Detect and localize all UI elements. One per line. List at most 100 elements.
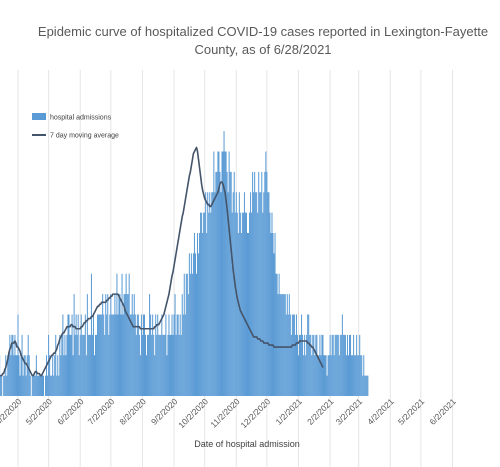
bar-day-268	[265, 151, 267, 396]
bar-day-234	[230, 171, 232, 397]
bar-day-272	[269, 212, 271, 397]
bar-day-290	[287, 314, 289, 396]
bar-day-158	[153, 334, 155, 397]
bar-day-14	[6, 375, 8, 397]
bar-day-141	[135, 334, 137, 397]
bar-day-210	[206, 233, 208, 396]
bar-day-106	[100, 314, 102, 396]
bar-day-266	[263, 192, 265, 396]
bar-day-142	[136, 314, 138, 396]
bar-day-144	[138, 334, 140, 397]
bar-day-249	[245, 212, 247, 397]
bar-day-174	[169, 334, 171, 397]
bar-day-99	[92, 314, 94, 396]
moving-average-line	[0, 146, 324, 377]
bar-day-364	[363, 355, 365, 396]
bar-day-114	[108, 334, 110, 397]
bar-day-140	[134, 314, 136, 396]
bar-day-217	[213, 151, 215, 396]
bar-day-227	[223, 131, 225, 397]
bar-day-367	[366, 375, 368, 397]
legend-label-bars: hospital admissions	[50, 115, 112, 122]
bar-day-79	[72, 355, 74, 396]
bar-day-222	[218, 151, 220, 396]
bar-day-366	[365, 375, 367, 397]
bar-day-154	[149, 294, 151, 397]
bar-day-280	[277, 294, 279, 397]
bar-day-70	[63, 355, 65, 396]
bar-day-282	[279, 294, 281, 397]
bar-day-284	[281, 294, 283, 397]
bar-day-346	[344, 334, 346, 397]
bar-day-240	[236, 212, 238, 397]
bar-day-331	[329, 334, 331, 397]
bar-day-46	[38, 375, 40, 397]
bar-day-77	[70, 334, 72, 397]
bar-day-151	[146, 355, 148, 396]
bar-day-102	[96, 334, 98, 397]
bar-day-189	[184, 314, 186, 396]
chart-title-line-1: Epidemic curve of hospitalized COVID-19 …	[38, 24, 488, 39]
bar-day-242	[238, 192, 240, 396]
bar-day-54	[47, 375, 49, 397]
bar-day-291	[288, 294, 290, 397]
bar-day-43	[35, 355, 37, 396]
bar-day-56	[49, 355, 51, 396]
bar-day-281	[278, 273, 280, 396]
bar-day-23	[15, 355, 17, 396]
bar-day-285	[282, 294, 284, 397]
bar-day-84	[77, 314, 79, 396]
x-tick-label-2: 6/2/2020	[55, 396, 86, 427]
bar-day-345	[343, 334, 345, 397]
bar-day-97	[90, 273, 92, 396]
bar-day-95	[88, 334, 90, 397]
bar-day-318	[316, 334, 318, 397]
bar-day-82	[75, 314, 77, 396]
bar-day-211	[207, 192, 209, 396]
bar-day-36	[28, 355, 30, 396]
bar-day-251	[248, 233, 250, 396]
bar-day-24	[16, 355, 18, 396]
bar-day-11	[3, 375, 5, 397]
bar-day-62	[55, 334, 57, 397]
bar-day-181	[176, 314, 178, 396]
bar-day-168	[163, 334, 165, 397]
bar-day-126	[120, 314, 122, 396]
bar-day-200	[195, 273, 198, 396]
bar-day-188	[183, 273, 185, 396]
bar-day-325	[323, 355, 325, 396]
bar-day-256	[253, 192, 255, 396]
bar-day-283	[280, 294, 282, 397]
bar-day-108	[102, 294, 104, 397]
bar-day-198	[193, 233, 195, 396]
bar-day-351	[350, 334, 352, 397]
bar-day-314	[312, 334, 314, 397]
bar-day-71	[64, 334, 66, 397]
bar-day-277	[274, 233, 276, 396]
bar-day-122	[116, 273, 118, 396]
bar-day-112	[106, 314, 108, 396]
bar-day-33	[25, 375, 27, 397]
bar-day-180	[175, 334, 177, 397]
bar-day-330	[328, 355, 330, 396]
bar-day-109	[103, 314, 105, 396]
bar-day-253	[250, 192, 252, 396]
bar-day-304	[302, 334, 304, 397]
bar-day-8	[0, 375, 2, 397]
chart-title-line-2: County, as of 6/28/2021	[194, 42, 331, 57]
bar-day-75	[68, 314, 70, 396]
bar-day-267	[264, 171, 266, 397]
bar-day-219	[215, 171, 217, 397]
bar-day-220	[216, 171, 218, 397]
bar-day-22	[14, 334, 16, 397]
bar-day-278	[275, 273, 277, 396]
bar-day-166	[161, 314, 163, 396]
bar-day-365	[364, 375, 366, 397]
bar-day-138	[132, 314, 134, 396]
bar-day-337	[335, 334, 337, 397]
bar-day-9	[1, 375, 3, 397]
bar-day-263	[260, 192, 262, 396]
bar-day-338	[336, 334, 338, 397]
bar-day-303	[301, 314, 303, 396]
